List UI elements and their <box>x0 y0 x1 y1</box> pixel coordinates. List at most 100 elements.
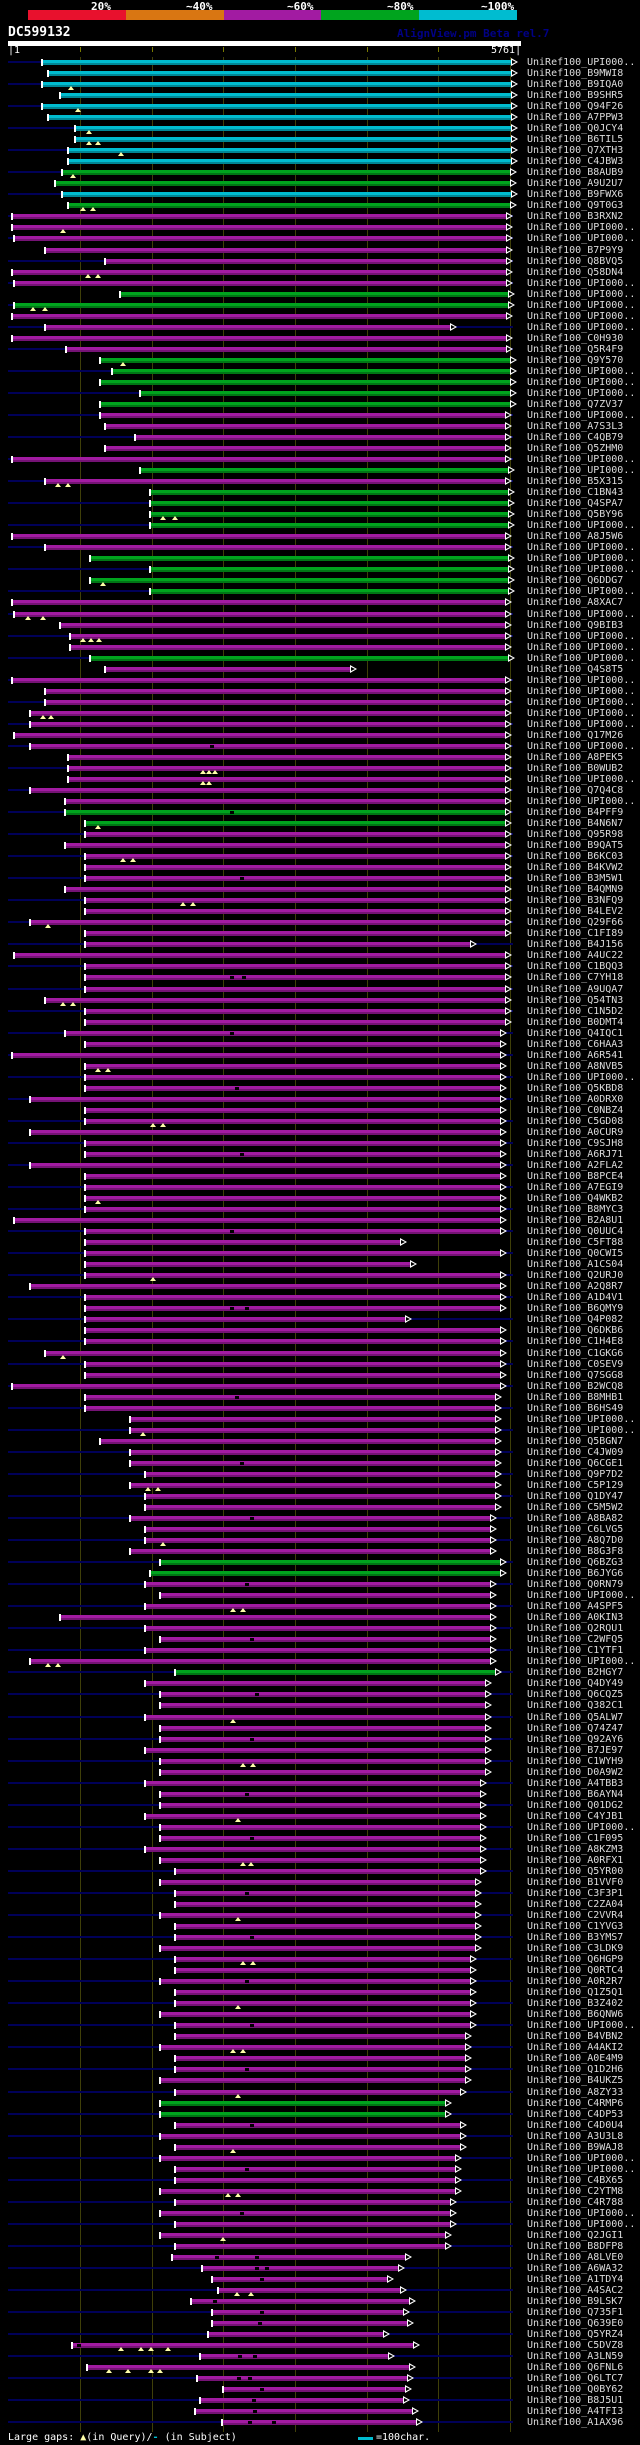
hit-label[interactable]: UniRef100_Q54TN3 <box>527 995 624 1006</box>
hit-label[interactable]: UniRef100_UPI000.. <box>527 719 636 730</box>
hit-label[interactable]: UniRef100_UPI000.. <box>527 300 636 311</box>
hit-label[interactable]: UniRef100_UPI000.. <box>527 222 636 233</box>
hit-label[interactable]: UniRef100_C6LVG5 <box>527 1524 624 1535</box>
hit-label[interactable]: UniRef100_C4D0U4 <box>527 2120 624 2131</box>
hit-label[interactable]: UniRef100_UPI000.. <box>527 631 636 642</box>
hit-label[interactable]: UniRef100_A4UC22 <box>527 950 624 961</box>
hit-label[interactable]: UniRef100_C4JBW3 <box>527 156 624 167</box>
hit-label[interactable]: UniRef100_Q6FNL6 <box>527 2362 624 2373</box>
hit-label[interactable]: UniRef100_Q4IQC1 <box>527 1028 624 1039</box>
hit-label[interactable]: UniRef100_A8J5W6 <box>527 531 624 542</box>
hit-label[interactable]: UniRef100_C1H4E8 <box>527 1336 624 1347</box>
hit-label[interactable]: UniRef100_C5FT88 <box>527 1237 624 1248</box>
hit-label[interactable]: UniRef100_A1D4V1 <box>527 1292 624 1303</box>
hit-label[interactable]: UniRef100_B8MHB1 <box>527 1392 624 1403</box>
hit-label[interactable]: UniRef100_B6JYG6 <box>527 1568 624 1579</box>
hit-label[interactable]: UniRef100_C1WYH9 <box>527 1756 624 1767</box>
hit-label[interactable]: UniRef100_Q58DN4 <box>527 267 624 278</box>
hit-label[interactable]: UniRef100_C4YJB1 <box>527 1811 624 1822</box>
hit-label[interactable]: UniRef100_C5P129 <box>527 1480 624 1491</box>
hit-label[interactable]: UniRef100_Q0UUC4 <box>527 1226 624 1237</box>
hit-label[interactable]: UniRef100_UPI000.. <box>527 542 636 553</box>
hit-label[interactable]: UniRef100_B6AYN4 <box>527 1789 624 1800</box>
hit-label[interactable]: UniRef100_Q7ZV37 <box>527 399 624 410</box>
hit-label[interactable]: UniRef100_Q7Q4C8 <box>527 785 624 796</box>
hit-label[interactable]: UniRef100_UPI000.. <box>527 1425 636 1436</box>
hit-label[interactable]: UniRef100_C0NBZ4 <box>527 1105 624 1116</box>
hit-label[interactable]: UniRef100_A9U2U7 <box>527 178 624 189</box>
hit-label[interactable]: UniRef100_UPI000.. <box>527 653 636 664</box>
hit-label[interactable]: UniRef100_B6TIL5 <box>527 134 624 145</box>
hit-label[interactable]: UniRef100_B2HGY7 <box>527 1667 624 1678</box>
hit-label[interactable]: UniRef100_UPI000.. <box>527 410 636 421</box>
hit-label[interactable]: UniRef100_C0H930 <box>527 333 624 344</box>
hit-label[interactable]: UniRef100_A8KZM3 <box>527 1844 624 1855</box>
hit-label[interactable]: UniRef100_Q6BZG3 <box>527 1557 624 1568</box>
hit-label[interactable]: UniRef100_Q4DY49 <box>527 1678 624 1689</box>
hit-label[interactable]: UniRef100_Q6DKB6 <box>527 1325 624 1336</box>
hit-label[interactable]: UniRef100_B3M5W1 <box>527 873 624 884</box>
hit-label[interactable]: UniRef100_A3U3L8 <box>527 2131 624 2142</box>
hit-label[interactable]: UniRef100_B3Z402 <box>527 1998 624 2009</box>
hit-label[interactable]: UniRef100_Q9Y570 <box>527 355 624 366</box>
hit-label[interactable]: UniRef100_B6KC03 <box>527 851 624 862</box>
hit-label[interactable]: UniRef100_A6WA32 <box>527 2263 624 2274</box>
hit-label[interactable]: UniRef100_UPI000.. <box>527 2219 636 2230</box>
hit-label[interactable]: UniRef100_B6QNW6 <box>527 2009 624 2020</box>
hit-label[interactable]: UniRef100_A8NVB5 <box>527 1061 624 1072</box>
hit-label[interactable]: UniRef100_UPI000.. <box>527 741 636 752</box>
hit-label[interactable]: UniRef100_A1AX96 <box>527 2417 624 2428</box>
hit-label[interactable]: UniRef100_UPI000.. <box>527 520 636 531</box>
hit-label[interactable]: UniRef100_Q2JGI1 <box>527 2230 624 2241</box>
hit-label[interactable]: UniRef100_B4LEV2 <box>527 906 624 917</box>
hit-label[interactable]: UniRef100_B9LSK7 <box>527 2296 624 2307</box>
hit-label[interactable]: UniRef100_A1CS04 <box>527 1259 624 1270</box>
hit-label[interactable]: UniRef100_B4UKZ5 <box>527 2075 624 2086</box>
hit-label[interactable]: UniRef100_A8Q7D0 <box>527 1535 624 1546</box>
hit-label[interactable]: UniRef100_A4TBB3 <box>527 1778 624 1789</box>
hit-label[interactable]: UniRef100_UPI000.. <box>527 708 636 719</box>
hit-label[interactable]: UniRef100_A3LN59 <box>527 2351 624 2362</box>
hit-label[interactable]: UniRef100_A7PPW3 <box>527 112 624 123</box>
hit-label[interactable]: UniRef100_Q382C1 <box>527 1700 624 1711</box>
hit-label[interactable]: UniRef100_A1TDY4 <box>527 2274 624 2285</box>
hit-label[interactable]: UniRef100_UPI000.. <box>527 377 636 388</box>
hit-label[interactable]: UniRef100_Q5KBD8 <box>527 1083 624 1094</box>
hit-label[interactable]: UniRef100_UPI000.. <box>527 586 636 597</box>
hit-label[interactable]: UniRef100_A8BA82 <box>527 1513 624 1524</box>
hit-label[interactable]: UniRef100_A8XAC7 <box>527 597 624 608</box>
hit-label[interactable]: UniRef100_Q4WKB2 <box>527 1193 624 1204</box>
hit-label[interactable]: UniRef100_Q6DDG7 <box>527 575 624 586</box>
hit-label[interactable]: UniRef100_Q95R98 <box>527 829 624 840</box>
hit-label[interactable]: UniRef100_UPI000.. <box>527 278 636 289</box>
hit-label[interactable]: UniRef100_Q29F66 <box>527 917 624 928</box>
hit-label[interactable]: UniRef100_Q1Z5Q1 <box>527 1987 624 1998</box>
hit-label[interactable]: UniRef100_Q6CGE1 <box>527 1458 624 1469</box>
hit-label[interactable]: UniRef100_B4N6N7 <box>527 818 624 829</box>
hit-label[interactable]: UniRef100_Q8BVQ5 <box>527 256 624 267</box>
hit-label[interactable]: UniRef100_A0CUR9 <box>527 1127 624 1138</box>
hit-label[interactable]: UniRef100_Q7XTH3 <box>527 145 624 156</box>
hit-label[interactable]: UniRef100_Q0CWI5 <box>527 1248 624 1259</box>
hit-label[interactable]: UniRef100_A2FLA2 <box>527 1160 624 1171</box>
hit-label[interactable]: UniRef100_UPI000.. <box>527 553 636 564</box>
hit-label[interactable]: UniRef100_C1YTF1 <box>527 1645 624 1656</box>
hit-label[interactable]: UniRef100_C4RMP6 <box>527 2098 624 2109</box>
hit-label[interactable]: UniRef100_Q5ZHM0 <box>527 443 624 454</box>
hit-label[interactable]: UniRef100_Q7SGG8 <box>527 1370 624 1381</box>
hit-label[interactable]: UniRef100_B8PCE4 <box>527 1171 624 1182</box>
hit-label[interactable]: UniRef100_A8ZY33 <box>527 2087 624 2098</box>
hit-label[interactable]: UniRef100_B2WCQ8 <box>527 1381 624 1392</box>
hit-label[interactable]: UniRef100_B7JE97 <box>527 1745 624 1756</box>
hit-label[interactable]: UniRef100_UPI000.. <box>527 57 636 68</box>
hit-label[interactable]: UniRef100_A9UQA7 <box>527 984 624 995</box>
hit-label[interactable]: UniRef100_A0DRX0 <box>527 1094 624 1105</box>
hit-label[interactable]: UniRef100_B7P9Y9 <box>527 245 624 256</box>
hit-label[interactable]: UniRef100_B3RXN2 <box>527 211 624 222</box>
hit-label[interactable]: UniRef100_Q5BY96 <box>527 509 624 520</box>
hit-label[interactable]: UniRef100_B9MWI8 <box>527 68 624 79</box>
hit-label[interactable]: UniRef100_Q5YR00 <box>527 1866 624 1877</box>
hit-label[interactable]: UniRef100_UPI000.. <box>527 675 636 686</box>
hit-label[interactable]: UniRef100_B8DFP8 <box>527 2241 624 2252</box>
hit-label[interactable]: UniRef100_UPI000.. <box>527 686 636 697</box>
